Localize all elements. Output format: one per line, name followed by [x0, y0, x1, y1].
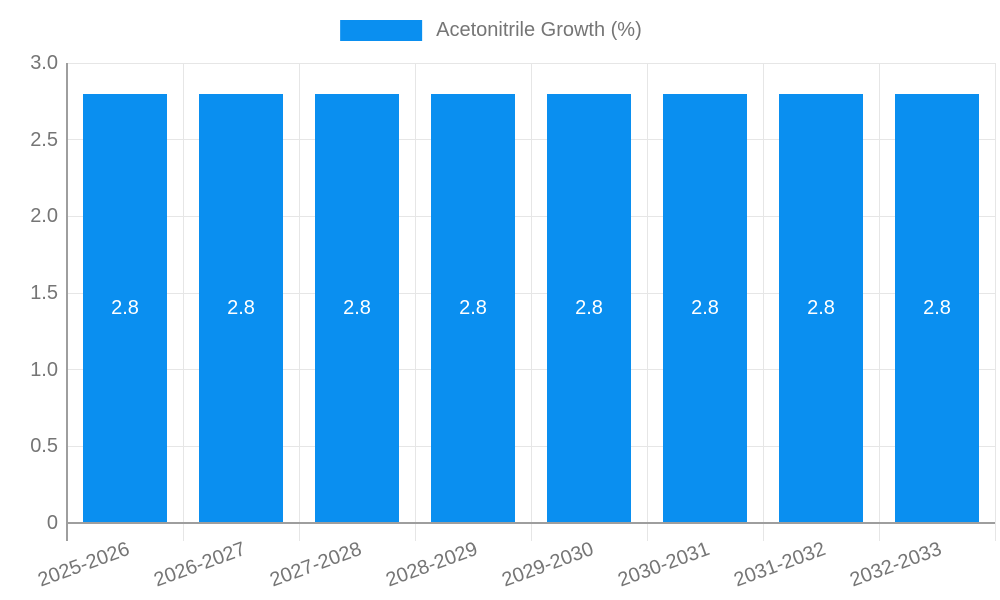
- bar-value-label: 2.8: [575, 297, 603, 320]
- bar-value-label: 2.8: [807, 297, 835, 320]
- y-tick-label: 0: [46, 512, 58, 534]
- gridline: [646, 63, 648, 541]
- y-tick-label: 1.5: [30, 282, 58, 304]
- bar-value-label: 2.8: [923, 297, 951, 320]
- bar: 2.8: [83, 93, 167, 523]
- bar: 2.8: [895, 93, 979, 523]
- bar: 2.8: [547, 93, 631, 523]
- gridline: [878, 63, 880, 541]
- gridline: [414, 63, 416, 541]
- bar: 2.8: [431, 93, 515, 523]
- bar: 2.8: [663, 93, 747, 523]
- legend-swatch: [340, 20, 423, 41]
- gridline: [762, 63, 764, 541]
- y-axis-line: [66, 63, 68, 541]
- bar-value-label: 2.8: [691, 297, 719, 320]
- y-tick-label: 0.5: [30, 435, 58, 458]
- bar: 2.8: [779, 93, 863, 523]
- gridline: [182, 63, 184, 541]
- y-tick-label: 2.0: [30, 205, 58, 228]
- bar: 2.8: [315, 93, 399, 523]
- gridline: [298, 63, 300, 541]
- x-axis-line: [67, 522, 995, 524]
- bar-value-label: 2.8: [459, 297, 487, 320]
- legend-label: Acetonitrile Growth (%): [436, 19, 642, 41]
- gridline: [530, 63, 532, 541]
- gridline: [994, 63, 996, 541]
- chart-legend: Acetonitrile Growth (%): [340, 19, 642, 42]
- bar-value-label: 2.8: [111, 297, 139, 320]
- y-tick-label: 1.0: [30, 358, 58, 381]
- y-tick-label: 3.0: [30, 52, 58, 74]
- bar-value-label: 2.8: [227, 297, 255, 320]
- bar-value-label: 2.8: [343, 297, 371, 320]
- y-tick-label: 2.5: [30, 128, 58, 151]
- bar: 2.8: [199, 93, 283, 523]
